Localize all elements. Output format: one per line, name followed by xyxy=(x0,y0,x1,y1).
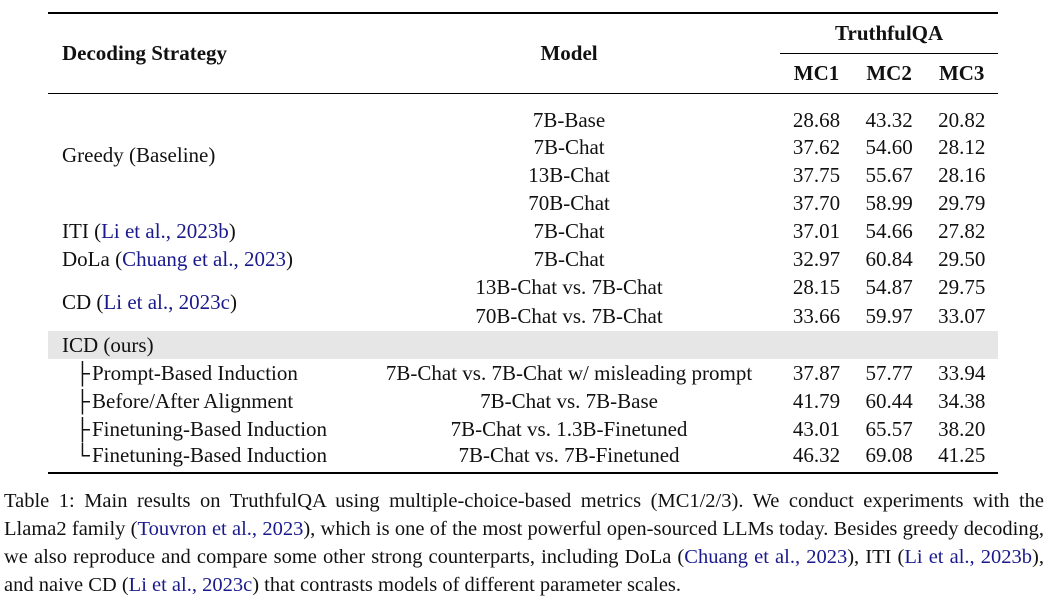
strategy-icd-variant: └Finetuning-Based Induction xyxy=(48,443,358,474)
table-caption: Table 1: Main results on TruthfulQA usin… xyxy=(4,490,1044,596)
strategy-icd-variant: ├Finetuning-Based Induction xyxy=(48,415,358,443)
tree-branch-icon: ├ xyxy=(75,388,90,413)
mc2-cell: 55.67 xyxy=(865,162,913,187)
model-cell: 13B-Chat xyxy=(528,162,610,187)
table-row: ITI (Li et al., 2023b) 7B-Chat 37.01 54.… xyxy=(48,217,998,245)
mc1-cell: 37.87 xyxy=(792,360,841,385)
mc1-cell: 28.68 xyxy=(792,108,841,132)
mc3-cell: 33.07 xyxy=(938,303,986,328)
model-cell: 7B-Chat vs. 7B-Finetuned xyxy=(357,443,781,474)
strategy-iti: ITI (Li et al., 2023b) xyxy=(62,218,236,243)
mc3-cell: 29.50 xyxy=(938,246,986,271)
citation-link[interactable]: Chuang et al., 2023 xyxy=(684,546,848,568)
mc3-cell: 28.12 xyxy=(938,134,986,159)
model-cell: 7B-Chat vs. 7B-Chat w/ misleading prompt xyxy=(385,360,753,385)
mc3-cell: 33.94 xyxy=(938,360,986,385)
table-row: CD (Li et al., 2023c) 13B-Chat vs. 7B-Ch… xyxy=(48,273,998,314)
table-row: 70B-Chat 37.70 58.99 29.79 xyxy=(48,189,998,217)
model-cell: 70B-Chat vs. 7B-Chat xyxy=(475,303,663,328)
mc1-cell-best: 46.32 xyxy=(780,443,853,474)
model-cell: 7B-Chat xyxy=(533,246,605,271)
table-row: └Finetuning-Based Induction 7B-Chat vs. … xyxy=(48,443,998,474)
table-row: DoLa (Chuang et al., 2023) 7B-Chat 32.97… xyxy=(48,245,998,273)
col-mc2: MC2 xyxy=(852,53,926,94)
tree-branch-icon: ├ xyxy=(75,416,90,441)
mc1-cell: 37.75 xyxy=(792,162,841,187)
citation-link[interactable]: Li et al., 2023c xyxy=(103,289,230,314)
results-table: Decoding Strategy Model TruthfulQA MC1 M… xyxy=(48,12,998,474)
header-row-1: Decoding Strategy Model TruthfulQA xyxy=(48,12,998,94)
model-cell: 7B-Base xyxy=(532,108,606,132)
strategy-dola: DoLa (Chuang et al., 2023) xyxy=(62,246,293,271)
model-cell: 7B-Chat vs. 1.3B-Finetuned xyxy=(450,416,688,441)
mc3-cell: 38.20 xyxy=(938,416,986,441)
strategy-icd: ICD (ours) xyxy=(48,331,358,359)
mc3-cell: 29.75 xyxy=(938,274,986,299)
mc1-cell: 33.66 xyxy=(792,303,841,328)
mc2-cell: 58.99 xyxy=(865,190,913,215)
mc3-cell-best: 41.25 xyxy=(925,443,998,474)
mc2-cell: 60.84 xyxy=(865,246,913,271)
model-cell: 13B-Chat vs. 7B-Chat xyxy=(475,274,663,299)
mc2-cell-best: 69.08 xyxy=(852,443,926,474)
table-row: ├Finetuning-Based Induction 7B-Chat vs. … xyxy=(48,415,998,443)
mc2-cell: 60.44 xyxy=(865,388,913,413)
table-row: 7B-Chat 37.62 54.60 28.12 xyxy=(48,133,998,161)
mc3-cell: 29.79 xyxy=(938,190,986,215)
table-row: 70B-Chat vs. 7B-Chat 33.66 59.97 33.07 xyxy=(48,301,998,331)
model-cell: 7B-Chat xyxy=(533,134,605,159)
mc1-cell: 37.70 xyxy=(792,190,841,215)
mc2-cell: 54.87 xyxy=(865,274,913,299)
mc1-cell: 28.15 xyxy=(792,274,841,299)
tree-branch-icon: ├ xyxy=(75,360,90,385)
mc1-cell: 41.79 xyxy=(792,388,841,413)
citation-link[interactable]: Touvron et al., 2023 xyxy=(137,518,304,540)
col-group-truthfulqa: TruthfulQA xyxy=(780,12,998,54)
mc1-cell: 37.01 xyxy=(792,218,841,243)
model-cell: 7B-Chat vs. 7B-Base xyxy=(480,388,658,413)
col-model: Model xyxy=(357,12,781,94)
mc2-cell: 65.57 xyxy=(865,416,913,441)
mc3-cell: 20.82 xyxy=(938,108,986,132)
citation-link[interactable]: Chuang et al., 2023 xyxy=(122,246,286,271)
citation-link[interactable]: Li et al., 2023c xyxy=(128,574,253,596)
col-mc1: MC1 xyxy=(780,53,853,94)
citation-link[interactable]: Li et al., 2023b xyxy=(904,546,1033,568)
mc1-cell: 37.62 xyxy=(792,134,841,159)
mc2-cell: 54.60 xyxy=(865,134,913,159)
mc2-cell: 43.32 xyxy=(865,108,913,132)
mc3-cell: 28.16 xyxy=(938,162,986,187)
table-row: 13B-Chat 37.75 55.67 28.16 xyxy=(48,161,998,189)
table-row: ├Before/After Alignment 7B-Chat vs. 7B-B… xyxy=(48,387,998,415)
model-cell: 7B-Chat xyxy=(533,218,605,243)
col-mc3: MC3 xyxy=(925,53,998,94)
mc3-cell: 27.82 xyxy=(938,218,986,243)
model-cell: 70B-Chat xyxy=(528,190,610,215)
strategy-icd-variant: ├Before/After Alignment xyxy=(48,387,358,415)
mc1-cell: 32.97 xyxy=(792,246,841,271)
col-decoding-strategy: Decoding Strategy xyxy=(48,12,358,94)
strategy-icd-variant: ├Prompt-Based Induction xyxy=(48,359,358,387)
mc2-cell: 59.97 xyxy=(865,303,913,328)
mc3-cell: 34.38 xyxy=(938,388,986,413)
mc1-cell: 43.01 xyxy=(792,416,841,441)
mc2-cell: 54.66 xyxy=(865,218,913,243)
header-row-2: MC1 MC2 MC3 xyxy=(48,53,998,94)
mc2-cell: 57.77 xyxy=(865,360,913,385)
table-row: ├Prompt-Based Induction 7B-Chat vs. 7B-C… xyxy=(48,359,998,387)
tree-branch-icon: └ xyxy=(75,443,90,467)
table-row-icd-header: ICD (ours) xyxy=(48,331,998,359)
strategy-greedy: Greedy (Baseline) xyxy=(62,142,216,167)
citation-link[interactable]: Li et al., 2023b xyxy=(101,218,229,243)
table-row: Greedy (Baseline) 7B-Base 28.68 43.32 20… xyxy=(48,93,998,167)
strategy-cd: CD (Li et al., 2023c) xyxy=(62,289,237,314)
